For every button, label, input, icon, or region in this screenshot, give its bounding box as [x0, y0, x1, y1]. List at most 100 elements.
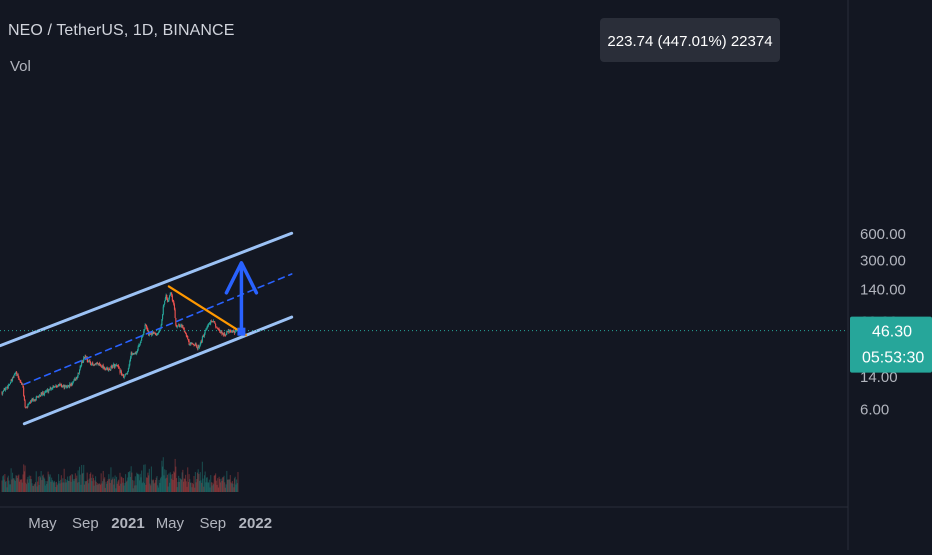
- volume-bar: [120, 483, 122, 492]
- candle-body: [139, 342, 141, 345]
- candle-body: [18, 379, 21, 381]
- volume-bar: [187, 482, 189, 492]
- candle-body: [50, 388, 52, 390]
- candle-body: [174, 309, 176, 318]
- candle-body: [17, 374, 19, 377]
- volume-bar: [60, 475, 62, 492]
- candle-body: [104, 367, 106, 369]
- candle-body: [117, 365, 119, 367]
- volume-bar: [98, 483, 100, 492]
- candle-body: [185, 333, 187, 336]
- volume-bar: [143, 464, 145, 492]
- volume-bar: [151, 479, 153, 492]
- candle-body: [78, 372, 80, 374]
- volume-bar: [111, 478, 113, 492]
- candle-body: [45, 391, 47, 393]
- candle-body: [187, 339, 189, 341]
- candle-body: [6, 387, 8, 388]
- candle-body: [124, 375, 126, 377]
- volume-bar: [6, 487, 8, 492]
- candle-body: [171, 292, 173, 296]
- volume-bar: [171, 478, 173, 492]
- volume-bar: [30, 475, 32, 492]
- candle-body: [53, 386, 55, 388]
- candle-body: [69, 383, 71, 387]
- candle-body: [8, 384, 10, 386]
- candle-body: [202, 335, 204, 337]
- volume-bar: [40, 471, 42, 492]
- candle-body: [222, 334, 224, 336]
- volume-bar: [25, 484, 28, 492]
- candle-body: [21, 384, 23, 386]
- candle-body: [199, 345, 201, 348]
- volume-bar: [226, 470, 228, 492]
- candle-body: [154, 332, 156, 334]
- volume-bar: [231, 483, 233, 492]
- candle-body: [99, 363, 101, 365]
- symbol-legend-title[interactable]: NEO / TetherUS, 1D, BINANCE: [8, 22, 235, 39]
- volume-bar: [44, 478, 46, 492]
- candle-body: [172, 300, 174, 302]
- volume-bar: [104, 487, 106, 492]
- candle-body: [39, 395, 41, 397]
- candle-body: [192, 343, 194, 345]
- volume-bar: [133, 480, 135, 492]
- volume-bar: [118, 479, 120, 492]
- candle-body: [213, 321, 215, 323]
- candle-body: [147, 329, 149, 332]
- volume-bar: [189, 479, 191, 492]
- volume-bar: [39, 477, 41, 492]
- candle-body: [212, 321, 214, 322]
- volume-bar: [67, 480, 69, 492]
- volume-bar: [199, 480, 201, 492]
- candle-body: [159, 329, 161, 331]
- candle-body: [114, 365, 116, 368]
- volume-bar: [46, 484, 48, 492]
- volume-bar: [47, 471, 49, 492]
- candle-body: [103, 367, 105, 369]
- volume-legend-label[interactable]: Vol: [10, 58, 31, 75]
- candle-body: [233, 331, 235, 332]
- candle-body: [44, 392, 46, 395]
- volume-bar: [74, 473, 76, 492]
- candle-body: [233, 331, 236, 334]
- candle-body: [226, 331, 229, 332]
- candle-body: [151, 331, 153, 335]
- candle-body: [206, 325, 208, 329]
- volume-bar: [227, 479, 229, 492]
- volume-bar: [152, 480, 154, 492]
- volume-bar: [25, 482, 27, 492]
- volume-bar: [167, 486, 169, 492]
- volume-bar: [188, 474, 190, 492]
- volume-bar: [218, 476, 220, 492]
- volume-bar: [102, 470, 104, 492]
- volume-bar: [155, 477, 157, 492]
- candle-body: [33, 399, 35, 401]
- candle-body: [2, 390, 4, 392]
- volume-bar: [18, 474, 20, 492]
- candle-body: [29, 401, 31, 403]
- candle-body: [231, 331, 233, 333]
- candle-body: [224, 333, 226, 336]
- candle-body: [107, 369, 109, 371]
- volume-bar: [101, 483, 103, 492]
- volume-bar: [121, 477, 123, 492]
- volume-bar: [208, 482, 210, 492]
- volume-bar: [41, 475, 44, 492]
- candle-body: [57, 386, 59, 388]
- candle-body: [41, 392, 44, 395]
- candle-body: [120, 371, 122, 375]
- volume-bar: [185, 481, 187, 492]
- candle-body: [173, 304, 176, 310]
- candle-body: [102, 365, 104, 368]
- candle-body: [85, 356, 87, 358]
- volume-bar: [141, 470, 143, 492]
- candle-body: [88, 360, 90, 362]
- time-axis-tick-label: 2021: [111, 515, 144, 532]
- volume-bar: [65, 482, 67, 492]
- measure-arrow-head: [224, 261, 259, 295]
- volume-bar: [106, 483, 108, 492]
